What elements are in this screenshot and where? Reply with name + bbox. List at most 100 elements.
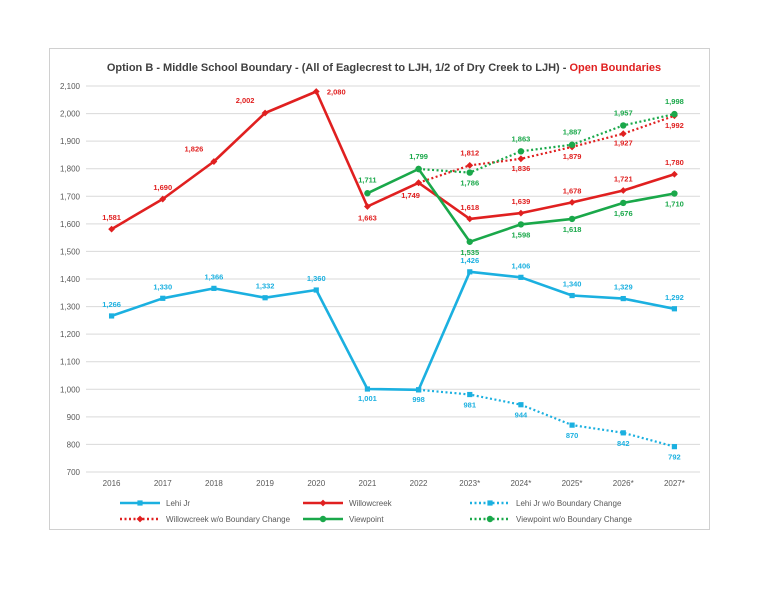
chart-frame	[49, 48, 710, 530]
data-label: 2,002	[236, 96, 255, 105]
data-label: 792	[668, 453, 681, 462]
data-label: 981	[463, 401, 476, 410]
legend-entry: Viewpoint	[303, 515, 384, 524]
x-tick-label: 2017	[154, 479, 172, 488]
data-point	[108, 225, 115, 233]
data-point	[415, 179, 422, 187]
data-point	[517, 221, 525, 228]
legend-entry: Willowcreek w/o Boundary Change	[120, 515, 291, 524]
data-point	[261, 109, 269, 117]
data-label: 1,639	[512, 197, 531, 206]
chart-title-highlight: Open Boundaries	[569, 62, 662, 74]
series-line	[110, 90, 675, 231]
data-label: 1,836	[512, 164, 531, 173]
data-label: 1,786	[460, 179, 479, 188]
data-label: 1,618	[563, 225, 582, 234]
data-label: 1,957	[614, 108, 633, 117]
series-lines	[108, 88, 678, 450]
data-point	[466, 215, 474, 223]
data-label: 1,992	[665, 121, 684, 130]
data-point	[467, 269, 473, 275]
data-point	[671, 190, 678, 197]
legend-entry: Lehi Jr w/o Boundary Change	[470, 499, 622, 508]
data-point	[364, 190, 371, 197]
data-point	[319, 515, 327, 523]
data-point	[262, 295, 268, 301]
legend-label: Viewpoint	[349, 515, 384, 524]
data-label: 1,329	[614, 283, 633, 292]
x-axis: 2016 2017 2018 2019 2020 2021 2022 2023* 2024* 20…	[103, 479, 685, 488]
data-label: 1,721	[614, 174, 633, 183]
data-point	[467, 391, 473, 398]
data-label: 870	[566, 431, 579, 440]
data-point	[671, 170, 678, 178]
data-label: 1,366	[205, 272, 224, 281]
data-point	[517, 148, 525, 155]
data-label: 1,711	[358, 175, 376, 184]
series-line	[111, 270, 675, 392]
data-point	[415, 387, 422, 393]
data-point	[364, 386, 371, 392]
legend-entry: Lehi Jr	[120, 499, 190, 508]
x-tick-label: 2020	[307, 479, 325, 488]
y-tick-label: 1,900	[60, 137, 81, 146]
data-label: 1,690	[153, 183, 172, 192]
y-tick-label: 1,400	[60, 275, 81, 284]
data-point	[620, 295, 626, 302]
data-label: 1,799	[409, 152, 428, 161]
data-label: 1,887	[563, 128, 582, 137]
y-tick-label: 1,600	[60, 220, 81, 229]
data-label: 1,927	[614, 139, 633, 148]
data-label: 842	[617, 439, 630, 448]
data-label: 1,332	[256, 282, 275, 291]
data-point	[568, 215, 576, 223]
data-point	[108, 313, 115, 319]
x-tick-label: 2016	[103, 479, 121, 488]
legend-label: Lehi Jr	[166, 499, 190, 508]
y-tick-label: 2,000	[60, 110, 81, 119]
data-label: 1,535	[460, 248, 479, 257]
data-point	[518, 402, 524, 408]
y-tick-label: 700	[67, 468, 81, 477]
data-point	[486, 515, 494, 523]
data-label: 1,001	[358, 394, 377, 403]
x-tick-label: 2027*	[664, 479, 685, 488]
data-point	[466, 162, 474, 169]
data-point	[137, 500, 143, 506]
data-label: 1,676	[614, 209, 633, 218]
data-point	[312, 88, 320, 95]
data-point	[620, 199, 627, 207]
data-label: 1,879	[563, 152, 582, 161]
data-point	[160, 295, 166, 301]
y-tick-label: 1,500	[60, 247, 81, 256]
legend-label: Lehi Jr w/o Boundary Change	[516, 499, 622, 508]
data-label: 1,340	[563, 280, 582, 289]
legend-entry: Viewpoint w/o Boundary Change	[470, 515, 632, 524]
y-tick-label: 1,700	[60, 192, 81, 201]
data-label: 944	[515, 411, 528, 420]
data-point	[568, 141, 576, 148]
data-point	[364, 203, 371, 210]
data-label: 998	[412, 395, 425, 404]
x-tick-label: 2021	[359, 479, 377, 488]
data-point	[568, 198, 576, 206]
data-label: 1,292	[665, 293, 684, 302]
x-tick-label: 2024*	[510, 479, 531, 488]
data-point	[518, 274, 524, 280]
data-point	[619, 187, 627, 194]
data-point	[136, 515, 144, 523]
x-tick-label: 2019	[256, 479, 274, 488]
data-point	[671, 110, 678, 118]
data-label: 1,266	[102, 300, 121, 309]
data-label: 1,426	[460, 256, 479, 265]
data-point	[619, 130, 627, 138]
data-label: 1,710	[665, 200, 684, 209]
y-tick-label: 1,800	[60, 165, 81, 174]
series-line	[418, 388, 675, 448]
data-point	[671, 306, 678, 312]
legend: Lehi Jr Willowcreek Lehi Jr w/o Boundary C…	[120, 499, 632, 524]
x-tick-label: 2025*	[562, 479, 583, 488]
series-line	[418, 114, 675, 184]
